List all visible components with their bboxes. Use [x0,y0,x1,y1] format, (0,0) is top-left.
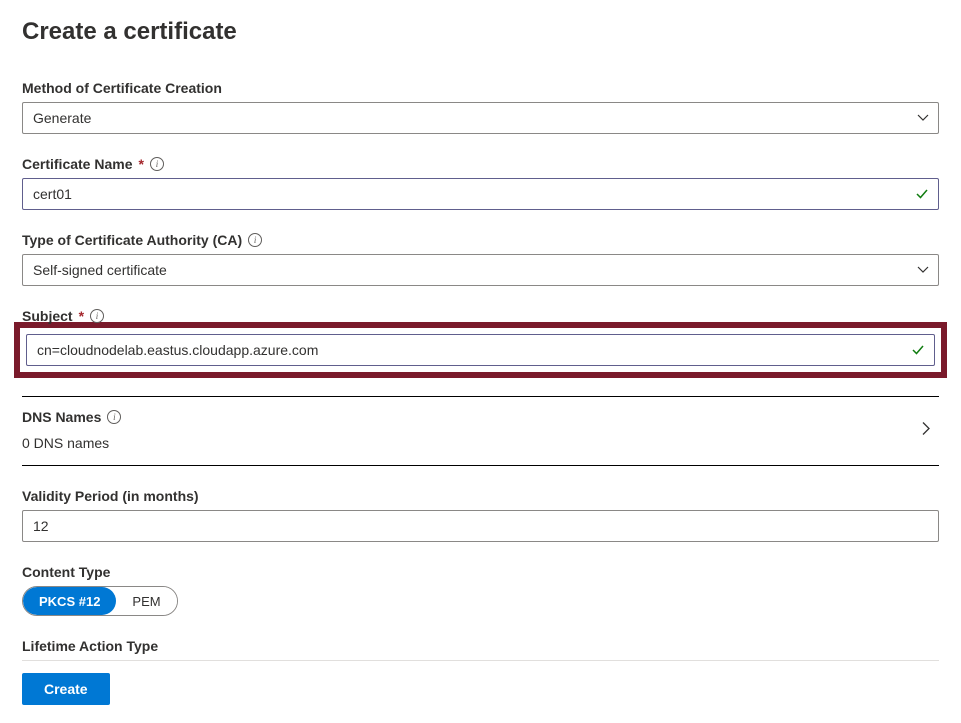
label-validity-text: Validity Period (in months) [22,488,199,504]
label-validity: Validity Period (in months) [22,488,939,504]
cert-name-input[interactable] [22,178,939,210]
cert-name-input-wrap [22,178,939,210]
subject-highlight [14,322,947,378]
create-button[interactable]: Create [22,673,110,705]
chevron-right-icon [919,422,933,441]
ca-type-select-value: Self-signed certificate [22,254,939,286]
info-icon: i [107,410,121,424]
info-icon[interactable]: i [150,157,164,171]
label-method: Method of Certificate Creation [22,80,939,96]
label-cert-name: Certificate Name * i [22,156,939,172]
field-content-type: Content Type PKCS #12 PEM [22,564,939,616]
field-cert-name: Certificate Name * i [22,156,939,210]
dns-names-row[interactable]: DNS Names i 0 DNS names [22,396,939,466]
dns-names-count: 0 DNS names [22,435,939,451]
field-subject: Subject * i [22,308,939,378]
label-method-text: Method of Certificate Creation [22,80,222,96]
label-ca-type: Type of Certificate Authority (CA) i [22,232,939,248]
content-type-toggle: PKCS #12 PEM [22,586,178,616]
subject-input[interactable] [26,334,935,366]
subject-input-wrap [26,334,935,366]
footer: Create [22,660,939,705]
field-validity: Validity Period (in months) [22,488,939,542]
label-subject-text: Subject [22,308,73,324]
label-dns-names: DNS Names i [22,409,939,425]
label-lifetime-text: Lifetime Action Type [22,638,158,654]
label-content-type-text: Content Type [22,564,110,580]
method-select[interactable]: Generate [22,102,939,134]
required-mark: * [79,308,84,324]
required-mark: * [139,156,144,172]
field-ca-type: Type of Certificate Authority (CA) i Sel… [22,232,939,286]
label-cert-name-text: Certificate Name [22,156,133,172]
info-icon[interactable]: i [248,233,262,247]
page-title: Create a certificate [22,18,939,46]
ca-type-select[interactable]: Self-signed certificate [22,254,939,286]
validity-input[interactable] [22,510,939,542]
content-type-pkcs12[interactable]: PKCS #12 [23,587,116,615]
field-method: Method of Certificate Creation Generate [22,80,939,134]
label-content-type: Content Type [22,564,939,580]
label-lifetime: Lifetime Action Type [22,638,939,654]
label-ca-type-text: Type of Certificate Authority (CA) [22,232,242,248]
content-type-pem[interactable]: PEM [116,587,176,615]
validity-input-wrap [22,510,939,542]
field-lifetime: Lifetime Action Type [22,638,939,654]
method-select-value: Generate [22,102,939,134]
label-dns-names-text: DNS Names [22,409,101,425]
info-icon[interactable]: i [90,309,104,323]
